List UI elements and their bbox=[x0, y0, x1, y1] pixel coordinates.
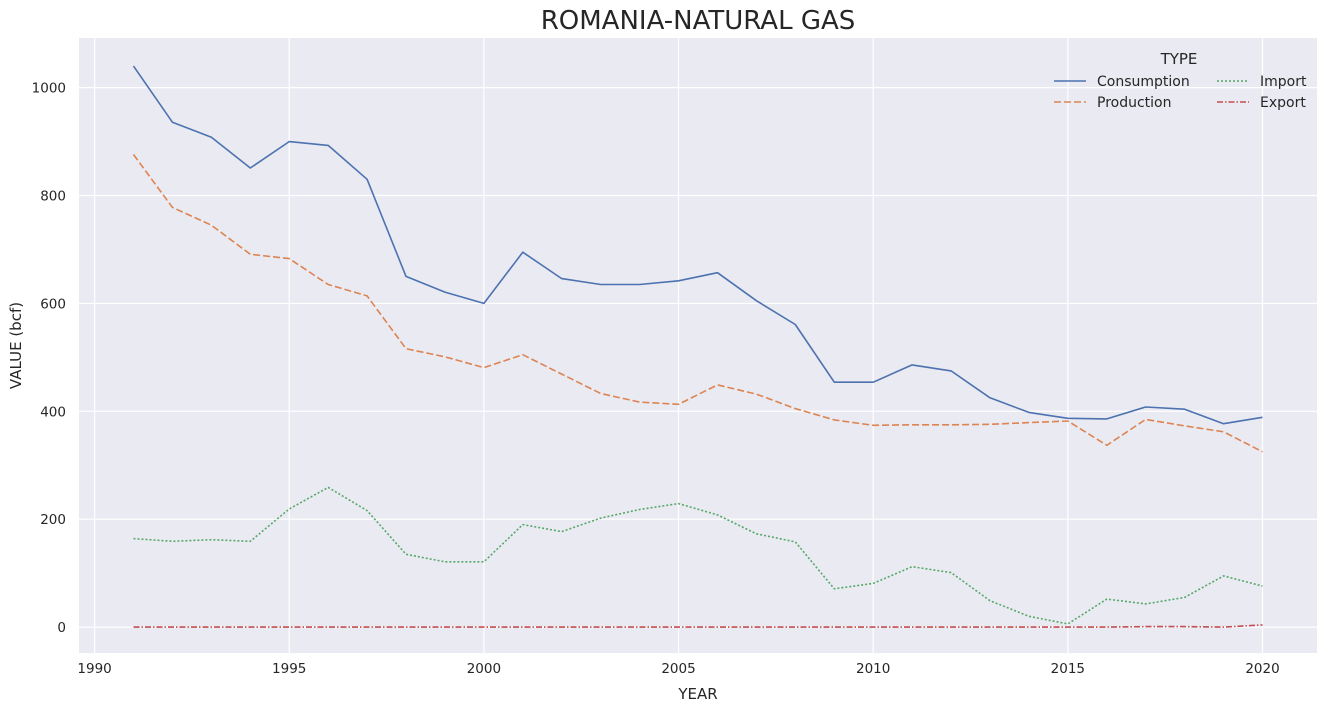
series-line-production bbox=[132, 154, 1263, 453]
series-line-export bbox=[133, 624, 1263, 628]
x-tick-label: 1995 bbox=[272, 661, 306, 677]
x-tick-label: 2005 bbox=[661, 661, 695, 677]
y-tick-label: 600 bbox=[40, 296, 66, 312]
legend-label-export: Export bbox=[1260, 95, 1306, 111]
series-line-import bbox=[133, 486, 1263, 625]
y-tick-label: 400 bbox=[40, 404, 66, 420]
x-tick-label: 2010 bbox=[856, 661, 890, 677]
series-lines bbox=[132, 65, 1263, 628]
chart-title: ROMANIA-NATURAL GAS bbox=[541, 6, 856, 36]
legend-title: TYPE bbox=[1160, 50, 1198, 68]
y-tick-label: 800 bbox=[40, 189, 66, 205]
axis-ticks: 1990 1995 2000 2005 2010 2015 2020 0 200 400 600 80… bbox=[32, 81, 1280, 677]
x-tick-label: 2015 bbox=[1051, 661, 1085, 677]
grid bbox=[79, 38, 1317, 653]
legend-label-import: Import bbox=[1260, 74, 1307, 90]
x-axis-label: YEAR bbox=[677, 685, 717, 703]
legend: TYPE Consumption Production Import Export bbox=[1054, 50, 1307, 111]
y-tick-label: 0 bbox=[57, 620, 66, 636]
plot-area bbox=[79, 38, 1317, 653]
y-tick-label: 200 bbox=[40, 512, 66, 528]
y-axis-label: VALUE (bcf) bbox=[7, 302, 25, 389]
series-line-consumption bbox=[132, 65, 1263, 425]
legend-label-consumption: Consumption bbox=[1097, 74, 1190, 90]
legend-label-production: Production bbox=[1097, 95, 1171, 111]
y-tick-label: 1000 bbox=[32, 81, 66, 97]
x-tick-label: 1990 bbox=[77, 661, 111, 677]
x-tick-label: 2000 bbox=[467, 661, 501, 677]
x-tick-label: 2020 bbox=[1245, 661, 1279, 677]
